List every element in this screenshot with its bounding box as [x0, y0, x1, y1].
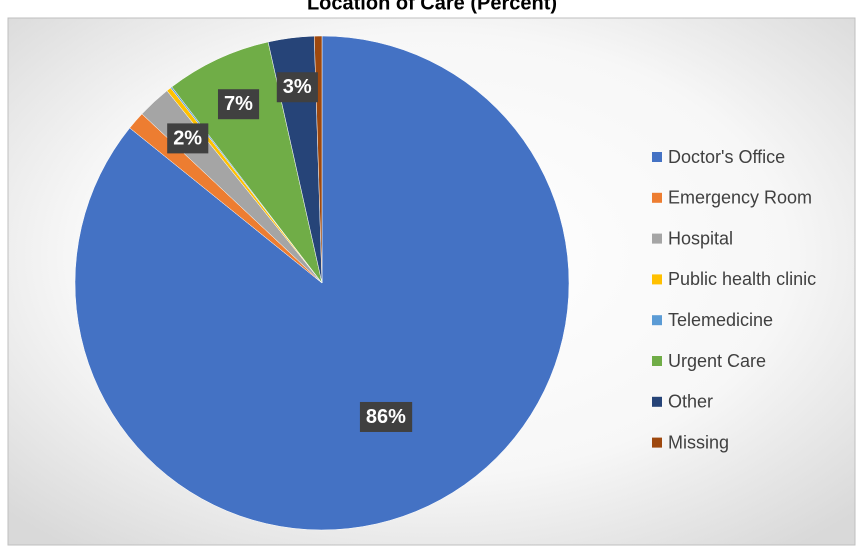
- data-label: 7%: [217, 89, 260, 120]
- legend-label: Urgent Care: [668, 351, 766, 371]
- data-label-box: [167, 123, 209, 154]
- legend-swatch: [652, 315, 662, 326]
- data-label-box: [217, 89, 260, 120]
- data-label: 2%: [167, 123, 209, 154]
- data-label-text: 7%: [224, 93, 253, 115]
- data-label-box: [359, 401, 413, 432]
- pie-slice: [74, 35, 570, 531]
- legend-label: Other: [668, 392, 713, 412]
- legend-swatch: [652, 192, 662, 203]
- legend-swatch: [652, 356, 662, 366]
- legend-label: Hospital: [668, 228, 733, 248]
- data-label-text: 2%: [173, 127, 202, 149]
- data-label: 86%: [359, 401, 413, 432]
- legend-swatch: [652, 437, 662, 448]
- legend-label: Missing: [668, 432, 729, 452]
- data-label: 3%: [276, 72, 318, 103]
- legend-swatch: [652, 396, 662, 407]
- legend-label: Doctor's Office: [668, 147, 785, 167]
- legend-swatch: [652, 233, 662, 244]
- legend-label: Emergency Room: [668, 188, 812, 208]
- legend-swatch: [652, 152, 662, 162]
- data-label-box: [276, 72, 318, 103]
- legend-swatch: [652, 274, 662, 285]
- pie-slice: [171, 41, 323, 284]
- data-label-text: 86%: [366, 406, 406, 428]
- legend-label: Public health clinic: [668, 269, 816, 289]
- legend-label: Telemedicine: [668, 310, 773, 330]
- data-label-text: 3%: [283, 76, 312, 98]
- chart-title: Location of Care (Percent): [307, 0, 557, 14]
